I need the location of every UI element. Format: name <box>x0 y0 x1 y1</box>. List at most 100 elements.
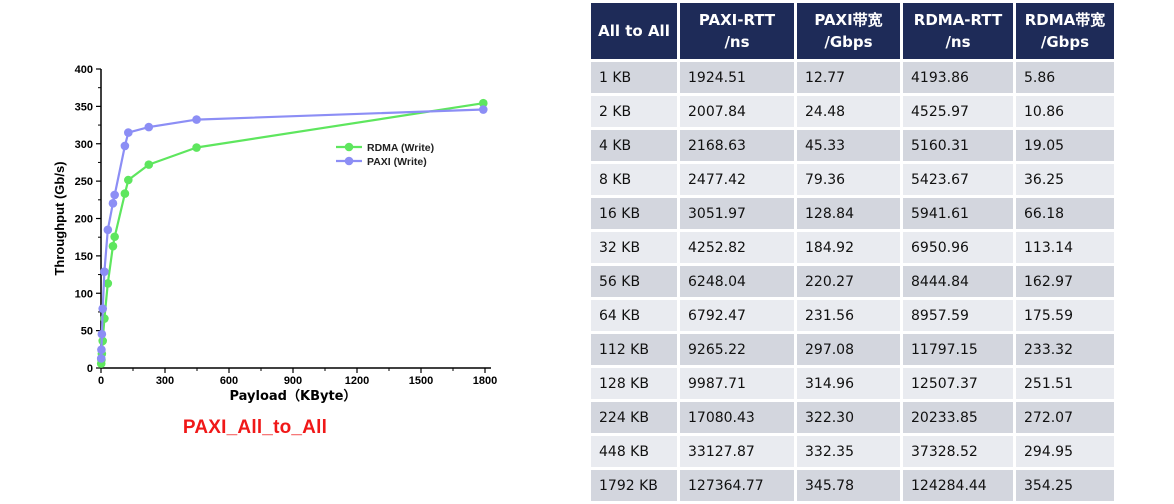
cell-rdma-bandwidth: 233.32 <box>1016 334 1114 365</box>
legend-rdma-marker <box>344 142 354 152</box>
rdma-data-point <box>108 241 118 251</box>
table-row: 1 KB 1924.51 12.77 4193.86 5.86 <box>591 62 1114 93</box>
cell-paxi-bandwidth: 322.30 <box>797 402 900 433</box>
cell-rdma-rtt: 5160.31 <box>903 130 1013 161</box>
cell-size: 8 KB <box>591 164 677 195</box>
cell-rdma-rtt: 37328.52 <box>903 436 1013 467</box>
cell-rdma-rtt: 8957.59 <box>903 300 1013 331</box>
cell-rdma-rtt: 11797.15 <box>903 334 1013 365</box>
all-to-all-table: All to All PAXI-RTT /ns PAXI带宽 /Gbps RDM… <box>588 0 1117 504</box>
cell-size: 1 KB <box>591 62 677 93</box>
paxi-data-point <box>96 354 106 363</box>
table-row: 128 KB 9987.71 314.96 12507.37 251.51 <box>591 368 1114 399</box>
rdma-data-point <box>103 279 113 288</box>
paxi-data-point <box>120 141 130 151</box>
y-tick-label: 200 <box>75 214 93 226</box>
cell-paxi-bandwidth: 332.35 <box>797 436 900 467</box>
cell-paxi-rtt: 2007.84 <box>680 96 794 127</box>
cell-paxi-bandwidth: 220.27 <box>797 266 900 297</box>
cell-paxi-bandwidth: 24.48 <box>797 96 900 127</box>
table-row: 32 KB 4252.82 184.92 6950.96 113.14 <box>591 232 1114 263</box>
table-row: 2 KB 2007.84 24.48 4525.97 10.86 <box>591 96 1114 127</box>
cell-rdma-rtt: 124284.44 <box>903 470 1013 501</box>
header-size: All to All <box>591 3 677 59</box>
header-paxi-rtt-line2: /ns <box>724 33 750 51</box>
cell-paxi-rtt: 2168.63 <box>680 130 794 161</box>
chart-svg: 0 50 100 150 200 250 300 350 400 0 300 600 900 1200 15… <box>52 64 497 404</box>
cell-paxi-bandwidth: 128.84 <box>797 198 900 229</box>
table-row: 16 KB 3051.97 128.84 5941.61 66.18 <box>591 198 1114 229</box>
x-tick-label: 900 <box>284 375 302 387</box>
table-row: 1792 KB 127364.77 345.78 124284.44 354.25 <box>591 470 1114 501</box>
x-axis-label: Payload（KByte） <box>230 388 357 404</box>
cell-size: 224 KB <box>591 402 677 433</box>
cell-rdma-bandwidth: 5.86 <box>1016 62 1114 93</box>
x-tick-label: 1500 <box>409 375 433 387</box>
header-rdma-bandwidth-line1: RDMA带宽 <box>1024 11 1106 29</box>
cell-paxi-bandwidth: 314.96 <box>797 368 900 399</box>
cell-paxi-bandwidth: 345.78 <box>797 470 900 501</box>
cell-rdma-bandwidth: 272.07 <box>1016 402 1114 433</box>
cell-rdma-bandwidth: 19.05 <box>1016 130 1114 161</box>
paxi-data-point <box>124 128 133 137</box>
y-tick-label: 350 <box>75 101 93 113</box>
paxi-data-point <box>97 345 106 355</box>
throughput-chart: 0 50 100 150 200 250 300 350 400 0 300 600 900 1200 15… <box>0 0 560 496</box>
paxi-data-point <box>144 122 154 132</box>
cell-paxi-rtt: 9265.22 <box>680 334 794 365</box>
table-row: 8 KB 2477.42 79.36 5423.67 36.25 <box>591 164 1114 195</box>
cell-paxi-rtt: 2477.42 <box>680 164 794 195</box>
cell-rdma-bandwidth: 354.25 <box>1016 470 1114 501</box>
paxi-data-point <box>478 105 488 114</box>
x-tick-label: 1200 <box>345 375 369 387</box>
cell-rdma-bandwidth: 162.97 <box>1016 266 1114 297</box>
rdma-data-point <box>478 98 488 108</box>
paxi-data-point <box>97 329 107 339</box>
cell-size: 16 KB <box>591 198 677 229</box>
cell-rdma-bandwidth: 10.86 <box>1016 96 1114 127</box>
table-row: 64 KB 6792.47 231.56 8957.59 175.59 <box>591 300 1114 331</box>
cell-rdma-rtt: 4525.97 <box>903 96 1013 127</box>
cell-paxi-rtt: 1924.51 <box>680 62 794 93</box>
table-row: 224 KB 17080.43 322.30 20233.85 272.07 <box>591 402 1114 433</box>
cell-rdma-bandwidth: 175.59 <box>1016 300 1114 331</box>
cell-rdma-bandwidth: 113.14 <box>1016 232 1114 263</box>
cell-rdma-rtt: 6950.96 <box>903 232 1013 263</box>
rdma-data-point <box>192 143 201 152</box>
cell-paxi-rtt: 9987.71 <box>680 368 794 399</box>
header-rdma-bandwidth: RDMA带宽 /Gbps <box>1016 3 1114 59</box>
paxi-data-point <box>103 225 113 235</box>
cell-size: 32 KB <box>591 232 677 263</box>
table-row: 4 KB 2168.63 45.33 5160.31 19.05 <box>591 130 1114 161</box>
x-tick-label: 0 <box>98 375 104 387</box>
cell-paxi-bandwidth: 231.56 <box>797 300 900 331</box>
y-tick-label: 100 <box>75 288 93 300</box>
x-tick-label: 1800 <box>473 375 497 387</box>
header-rdma-rtt-line2: /ns <box>945 33 971 51</box>
cell-rdma-bandwidth: 36.25 <box>1016 164 1114 195</box>
legend-paxi-label: PAXI (Write) <box>367 156 427 168</box>
cell-paxi-rtt: 3051.97 <box>680 198 794 229</box>
cell-size: 4 KB <box>591 130 677 161</box>
x-tick-label: 600 <box>220 375 238 387</box>
cell-rdma-rtt: 4193.86 <box>903 62 1013 93</box>
header-paxi-bandwidth-line1: PAXI带宽 <box>814 11 883 29</box>
paxi-data-point <box>108 199 118 208</box>
table-row: 112 KB 9265.22 297.08 11797.15 233.32 <box>591 334 1114 365</box>
paxi-data-point <box>100 267 109 276</box>
cell-rdma-rtt: 12507.37 <box>903 368 1013 399</box>
header-paxi-bandwidth: PAXI带宽 /Gbps <box>797 3 900 59</box>
x-tick-label: 300 <box>156 375 174 387</box>
cell-paxi-bandwidth: 45.33 <box>797 130 900 161</box>
cell-size: 2 KB <box>591 96 677 127</box>
header-rdma-rtt-line1: RDMA-RTT <box>913 11 1003 29</box>
header-paxi-bandwidth-line2: /Gbps <box>824 33 873 51</box>
cell-rdma-rtt: 20233.85 <box>903 402 1013 433</box>
y-tick-label: 250 <box>75 176 93 188</box>
header-rdma-rtt: RDMA-RTT /ns <box>903 3 1013 59</box>
header-rdma-bandwidth-line2: /Gbps <box>1040 33 1090 51</box>
cell-size: 56 KB <box>591 266 677 297</box>
header-size-line: All to All <box>598 22 670 40</box>
cell-rdma-rtt: 8444.84 <box>903 266 1013 297</box>
y-tick-label: 50 <box>81 326 93 338</box>
